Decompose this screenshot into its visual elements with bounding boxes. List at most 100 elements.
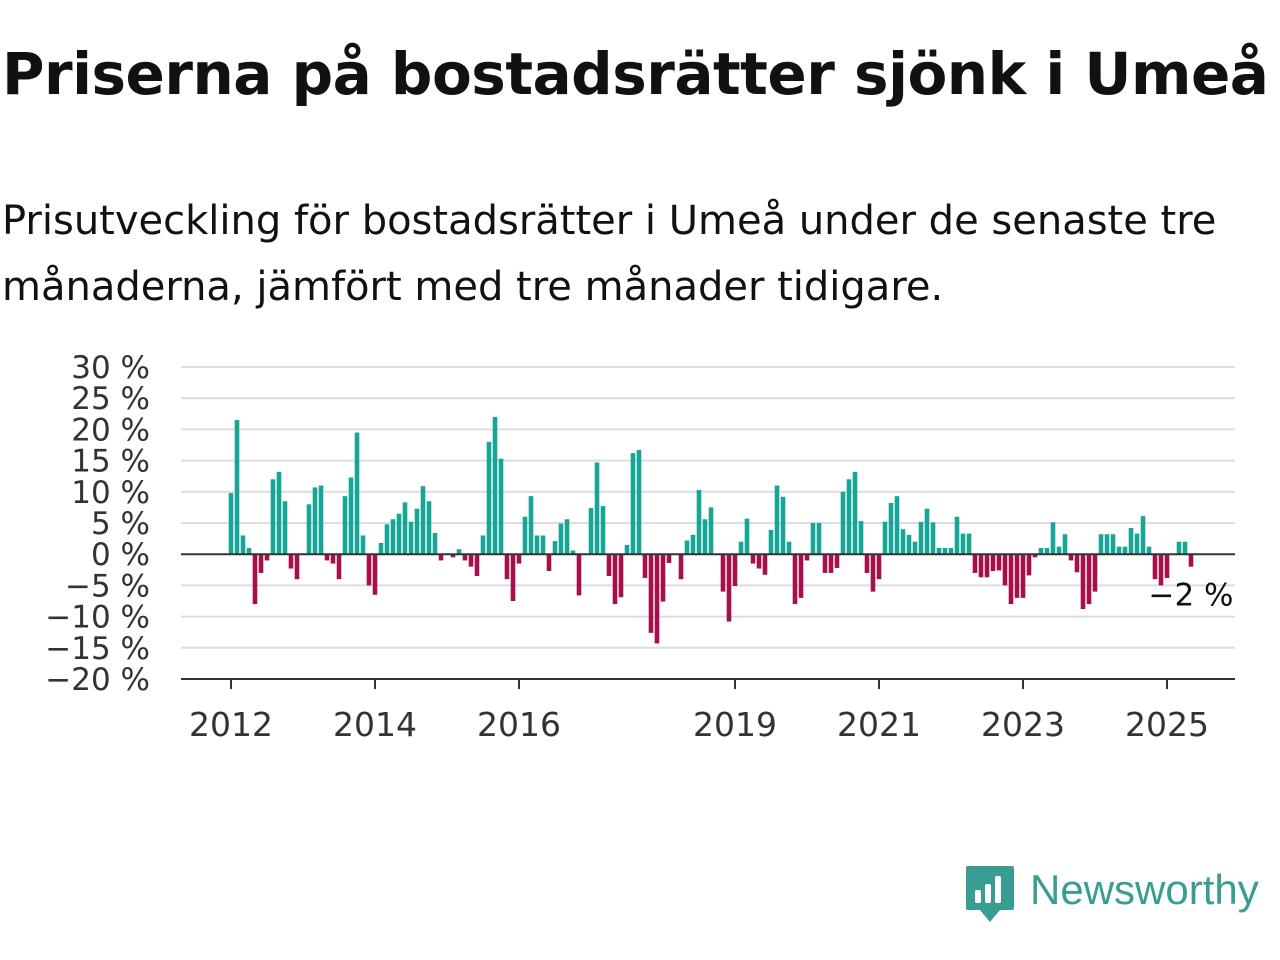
newsworthy-logo-icon: [966, 866, 1014, 922]
bar: [1098, 534, 1104, 555]
bar: [1176, 541, 1182, 555]
bar: [762, 554, 768, 575]
bar: [546, 554, 552, 572]
bar: [876, 554, 882, 580]
bar: [624, 544, 630, 555]
y-tick-label: −20 %: [45, 662, 150, 698]
bar: [378, 542, 384, 555]
bar: [390, 519, 396, 555]
bar: [1128, 527, 1134, 555]
bar: [858, 521, 864, 555]
bar: [708, 507, 714, 555]
bar: [894, 496, 900, 555]
bar: [918, 521, 924, 555]
bar: [1002, 554, 1008, 586]
bar: [960, 533, 966, 555]
y-tick-label: 0 %: [91, 537, 150, 573]
bar: [414, 508, 420, 555]
bar: [372, 554, 378, 595]
bar: [1110, 534, 1116, 555]
bar: [360, 535, 366, 555]
x-tick-label: 2016: [477, 705, 561, 744]
bar: [366, 554, 372, 586]
chart-subtitle: Prisutveckling för bostadsrätter i Umeå …: [2, 198, 1217, 310]
bar: [834, 554, 840, 568]
bar: [552, 541, 558, 555]
bar: [906, 534, 912, 555]
bar: [516, 554, 522, 564]
latest-value-annotation: −2 %: [1148, 577, 1233, 613]
x-tick-label: 2025: [1125, 705, 1209, 744]
bar: [798, 554, 804, 598]
bar: [522, 516, 528, 555]
bar: [312, 487, 318, 555]
bar: [900, 529, 906, 555]
bar: [1032, 554, 1038, 558]
bar: [1050, 522, 1056, 555]
bar: [486, 441, 492, 555]
bar: [816, 523, 822, 555]
bar: [336, 554, 342, 580]
bar: [1038, 547, 1044, 555]
bar: [1086, 554, 1092, 605]
bar: [1182, 541, 1188, 555]
bar: [882, 521, 888, 555]
bar: [750, 554, 756, 564]
bar: [996, 554, 1002, 571]
x-tick-label: 2019: [693, 705, 777, 744]
bar: [648, 554, 654, 633]
bar: [564, 519, 570, 555]
bar: [840, 491, 846, 555]
y-tick-label: 25 %: [71, 381, 150, 417]
bar: [666, 554, 672, 563]
bar: [942, 547, 948, 555]
bar: [498, 458, 504, 555]
bar: [822, 554, 828, 573]
bar: [342, 496, 348, 555]
bar: [384, 524, 390, 555]
bar: [1092, 554, 1098, 592]
bar: [978, 554, 984, 578]
y-tick-label: 5 %: [91, 506, 150, 542]
bar: [1140, 516, 1146, 555]
bar: [1104, 534, 1110, 555]
y-axis-labels: 30 %25 %20 %15 %10 %5 %0 %−5 %−10 %−15 %…: [45, 350, 150, 698]
bar: [828, 554, 834, 573]
bar: [912, 541, 918, 555]
bar: [432, 532, 438, 555]
bar: [1146, 546, 1152, 555]
bar: [732, 554, 738, 587]
x-tick-label: 2014: [333, 705, 417, 744]
bar: [270, 479, 276, 555]
bar: [810, 523, 816, 555]
bar: [420, 486, 426, 555]
bar: [756, 554, 762, 569]
bar: [1188, 554, 1194, 567]
bar: [600, 506, 606, 555]
bar: [426, 501, 432, 555]
bar: [930, 522, 936, 555]
bar: [852, 471, 858, 555]
chart-title: Priserna på bostadsrätter sjönk i Umeå: [2, 40, 1269, 108]
bar: [588, 508, 594, 555]
bar: [276, 471, 282, 555]
bar: [240, 535, 246, 555]
bar: [864, 554, 870, 573]
bar: [456, 549, 462, 555]
bar: [888, 503, 894, 555]
y-tick-label: −5 %: [65, 568, 150, 604]
bar: [576, 554, 582, 596]
bar: [1008, 554, 1014, 605]
newsworthy-logo: Newsworthy: [964, 864, 1259, 926]
bar: [936, 547, 942, 555]
bar: [984, 554, 990, 578]
bar: [690, 534, 696, 555]
bar: [720, 554, 726, 592]
bar: [990, 554, 996, 572]
bar: [594, 462, 600, 555]
bar: [528, 496, 534, 555]
bar: [780, 496, 786, 555]
bar: [1080, 554, 1086, 610]
bar: [474, 554, 480, 577]
bar: [1056, 546, 1062, 555]
